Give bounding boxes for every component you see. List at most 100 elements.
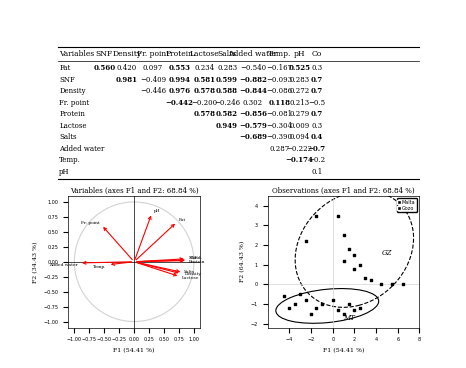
Point <box>356 305 363 311</box>
Text: −0.689: −0.689 <box>239 133 267 141</box>
Text: Added water: Added water <box>48 263 77 267</box>
Text: 0.981: 0.981 <box>116 75 138 84</box>
Text: Cond.: Cond. <box>190 256 203 260</box>
Point <box>399 282 407 287</box>
Text: 0.283: 0.283 <box>217 64 237 72</box>
X-axis label: F1 (54.41 %): F1 (54.41 %) <box>323 348 364 353</box>
Point <box>362 276 369 282</box>
Text: 0.560: 0.560 <box>93 64 116 72</box>
Text: 0.578: 0.578 <box>193 87 215 95</box>
Text: 0.553: 0.553 <box>168 64 190 72</box>
Point <box>345 301 353 307</box>
Point <box>318 301 326 307</box>
Text: SNF: SNF <box>189 255 198 259</box>
Text: 0.118: 0.118 <box>268 99 291 107</box>
Text: Protein: Protein <box>59 110 85 118</box>
Text: 0.588: 0.588 <box>216 87 238 95</box>
Text: 0.578: 0.578 <box>193 110 215 118</box>
Text: −0.222: −0.222 <box>287 145 313 153</box>
Text: Lactose: Lactose <box>59 122 87 130</box>
Point <box>296 291 304 297</box>
Text: 0.009: 0.009 <box>289 122 309 130</box>
Text: SNF: SNF <box>59 75 75 84</box>
Text: 0.3: 0.3 <box>311 122 322 130</box>
Point <box>350 252 358 258</box>
Point <box>313 213 320 219</box>
Text: 0.7: 0.7 <box>310 110 323 118</box>
Text: 0.1: 0.1 <box>311 168 322 176</box>
Text: 0.525: 0.525 <box>288 64 310 72</box>
Text: 0.279: 0.279 <box>289 110 309 118</box>
Text: Protein: Protein <box>165 50 193 58</box>
Text: −0.200: −0.200 <box>192 99 218 107</box>
Text: 0.7: 0.7 <box>310 87 323 95</box>
Text: 0.599: 0.599 <box>216 75 238 84</box>
Point <box>340 232 347 238</box>
Text: 0.581: 0.581 <box>193 75 215 84</box>
Text: −0.2: −0.2 <box>308 156 325 164</box>
Text: Fr. point: Fr. point <box>137 50 169 58</box>
Text: −0.7: −0.7 <box>308 145 326 153</box>
Point <box>356 262 363 268</box>
Text: GZ: GZ <box>382 249 392 257</box>
Text: Protein: Protein <box>189 260 205 264</box>
Text: Density: Density <box>185 272 202 276</box>
Title: Observations (axes F1 and F2: 68.84 %): Observations (axes F1 and F2: 68.84 %) <box>272 187 415 195</box>
Text: Temp.: Temp. <box>268 50 291 58</box>
Text: SNF: SNF <box>96 50 113 58</box>
Point <box>350 307 358 313</box>
Text: Salts: Salts <box>59 133 77 141</box>
Text: −0.540: −0.540 <box>240 64 266 72</box>
Text: 0.213: 0.213 <box>289 99 309 107</box>
Point <box>286 305 293 311</box>
Y-axis label: F2 (34.43 %): F2 (34.43 %) <box>33 241 38 283</box>
Text: −0.446: −0.446 <box>140 87 166 95</box>
Text: −0.167: −0.167 <box>267 64 293 72</box>
Text: −0.246: −0.246 <box>214 99 240 107</box>
Text: 0.582: 0.582 <box>216 110 238 118</box>
Point <box>313 305 320 311</box>
Text: 0.094: 0.094 <box>289 133 309 141</box>
Text: Temp.: Temp. <box>59 156 81 164</box>
Text: pH: pH <box>294 50 305 58</box>
Text: −0.304: −0.304 <box>267 122 293 130</box>
Text: −0.844: −0.844 <box>239 87 267 95</box>
Text: 0.7: 0.7 <box>310 75 323 84</box>
Text: 0.283: 0.283 <box>289 75 309 84</box>
Text: −0.093: −0.093 <box>267 75 293 84</box>
Text: 0.420: 0.420 <box>117 64 137 72</box>
Text: 0.287: 0.287 <box>269 145 290 153</box>
Text: 0.949: 0.949 <box>216 122 238 130</box>
Legend: Malta, Gozo: Malta, Gozo <box>397 198 417 212</box>
Text: Fr. point: Fr. point <box>81 221 99 225</box>
Text: −0.5: −0.5 <box>308 99 325 107</box>
X-axis label: F1 (54.41 %): F1 (54.41 %) <box>113 348 155 353</box>
Text: Salts: Salts <box>183 270 194 274</box>
Text: 0.234: 0.234 <box>194 64 214 72</box>
Text: Density: Density <box>59 87 86 95</box>
Text: −0.390: −0.390 <box>267 133 293 141</box>
Text: −0.086: −0.086 <box>267 87 293 95</box>
Point <box>389 282 396 287</box>
Point <box>280 293 288 299</box>
Y-axis label: F2 (64.43 %): F2 (64.43 %) <box>240 241 245 283</box>
Text: −0.856: −0.856 <box>239 110 267 118</box>
Text: Fat: Fat <box>59 64 70 72</box>
Point <box>302 297 309 303</box>
Point <box>378 282 385 287</box>
Text: MT: MT <box>343 314 355 322</box>
Text: Fr. point: Fr. point <box>59 99 89 107</box>
Text: −0.579: −0.579 <box>239 122 267 130</box>
Text: 0.4: 0.4 <box>310 133 323 141</box>
Text: Added water: Added water <box>59 145 105 153</box>
Text: 0.994: 0.994 <box>168 75 190 84</box>
Text: Lactose: Lactose <box>190 50 219 58</box>
Text: Lactose: Lactose <box>182 276 199 280</box>
Point <box>335 307 342 313</box>
Text: 0.097: 0.097 <box>143 64 163 72</box>
Text: 0.272: 0.272 <box>289 87 309 95</box>
Point <box>335 213 342 219</box>
Text: Density: Density <box>112 50 142 58</box>
Point <box>291 301 299 307</box>
Text: 0.302: 0.302 <box>243 99 263 107</box>
